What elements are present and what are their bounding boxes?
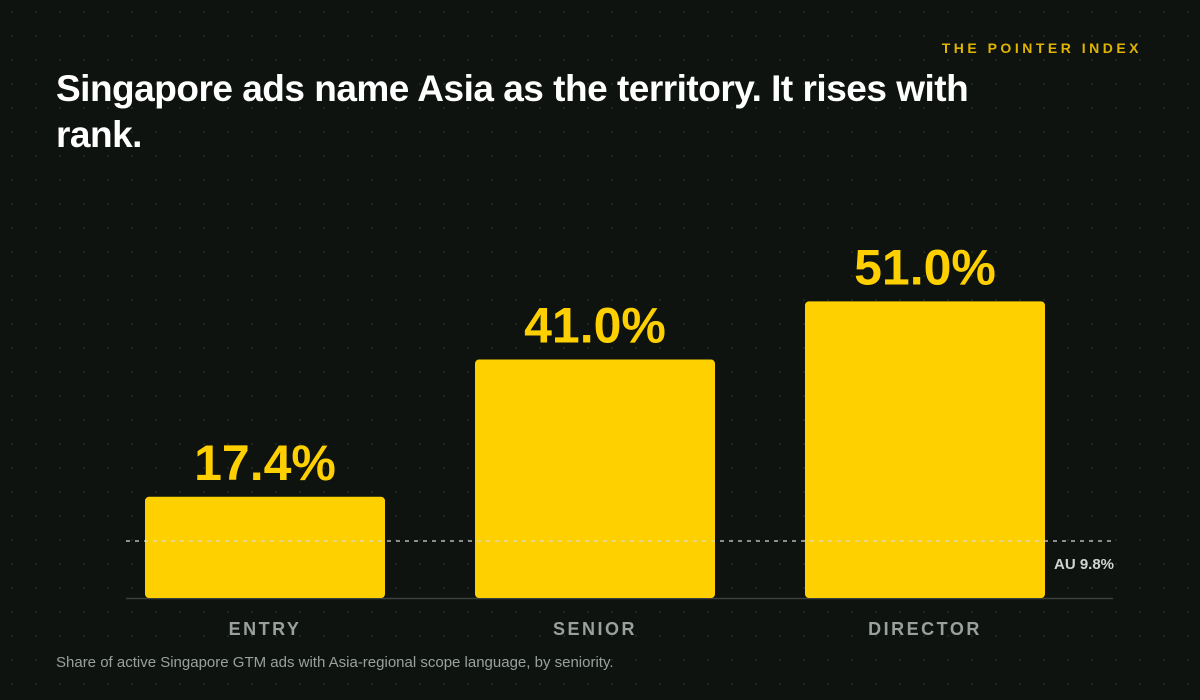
chart: ENTRY 17.4% SENIOR 41.0% DIRECTOR 51.0% AU 9.8… <box>126 239 1114 639</box>
bar <box>475 359 715 598</box>
reference-label: AU 9.8% <box>1054 556 1114 573</box>
bar <box>145 496 385 598</box>
value-label: 17.4% <box>194 435 336 491</box>
chart-note: Share of active Singapore GTM ads with A… <box>56 654 614 671</box>
x-tick-label: DIRECTOR <box>868 619 982 639</box>
x-tick-label: SENIOR <box>553 619 637 639</box>
brand: THE POINTER INDEX <box>941 40 1142 56</box>
chart-title: Singapore ads name Asia as the territory… <box>56 68 969 155</box>
bar <box>805 301 1045 598</box>
value-label: 41.0% <box>524 298 666 354</box>
x-tick-label: ENTRY <box>229 619 302 639</box>
value-label: 51.0% <box>854 239 996 295</box>
